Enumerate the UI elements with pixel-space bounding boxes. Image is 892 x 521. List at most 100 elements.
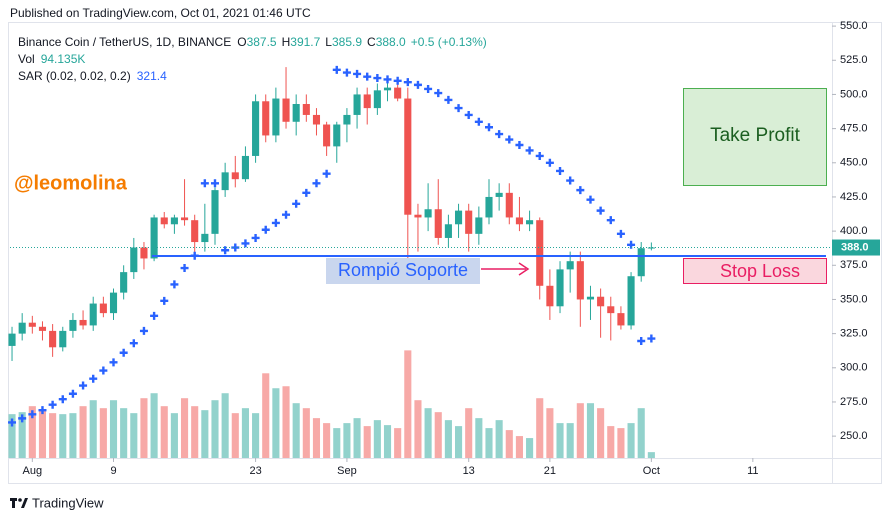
sar-point xyxy=(129,339,138,348)
volume-bar xyxy=(637,408,645,458)
sar-point xyxy=(99,366,108,375)
sar-point xyxy=(363,72,372,81)
volume-bar xyxy=(556,423,564,458)
volume-bar xyxy=(627,423,635,458)
sar-point xyxy=(18,414,27,423)
sar-point xyxy=(413,80,422,89)
candle-body xyxy=(465,210,473,234)
volume-bar xyxy=(292,403,300,458)
plot-area xyxy=(8,65,832,458)
sar-point xyxy=(160,296,169,305)
sar-point xyxy=(444,95,453,104)
candle-body xyxy=(505,192,513,218)
brand-name: TradingView xyxy=(32,495,104,510)
close-key: C xyxy=(367,35,376,49)
volume-bar xyxy=(475,418,483,458)
volume-bar xyxy=(241,408,249,458)
sar-point xyxy=(271,218,280,227)
volume-bar xyxy=(383,425,392,458)
support-label-bg xyxy=(326,258,480,284)
candle-body xyxy=(130,247,138,273)
support-label: Rompió Soporte xyxy=(338,260,468,280)
sar-point xyxy=(556,166,565,175)
high-key: H xyxy=(282,35,291,49)
x-tick-label: 21 xyxy=(544,465,556,477)
sar-point xyxy=(119,348,128,357)
candle-body xyxy=(526,220,534,225)
sar-point xyxy=(454,104,463,113)
candle-body xyxy=(241,155,249,180)
volume-bar xyxy=(38,410,47,458)
volume-bar xyxy=(394,428,402,458)
candle-body xyxy=(444,224,452,238)
volume-bar xyxy=(607,426,615,458)
candle-body xyxy=(495,192,503,197)
candle-body xyxy=(323,124,331,147)
volume-bar xyxy=(353,418,361,458)
y-tick-label: 275.0 xyxy=(840,396,868,408)
volume-bar xyxy=(79,406,87,458)
volume-bar xyxy=(282,386,290,458)
x-tick-label: 13 xyxy=(463,465,475,477)
volume-bar xyxy=(160,406,168,458)
low-key: L xyxy=(325,35,332,49)
volume-bar xyxy=(262,373,270,458)
candle-body xyxy=(394,87,402,99)
candle-body xyxy=(292,104,300,122)
sar-point xyxy=(373,74,382,83)
sar-point xyxy=(616,229,625,238)
volume-bar xyxy=(28,406,36,458)
volume-bar xyxy=(617,428,625,458)
volume-bar xyxy=(109,400,118,458)
candle-body xyxy=(404,98,412,215)
sar-point xyxy=(434,89,443,98)
volume-bar xyxy=(99,408,107,458)
chart-frame xyxy=(8,22,882,484)
volume-bar xyxy=(647,452,655,458)
y-tick-label: 550.0 xyxy=(840,20,868,32)
y-tick-label: 450.0 xyxy=(840,157,868,169)
volume-bar xyxy=(49,413,57,458)
candle-body xyxy=(38,326,47,331)
volume-bar xyxy=(485,428,493,458)
volume-value: 94.135K xyxy=(41,52,86,66)
sar-point xyxy=(58,395,67,404)
take-profit-box xyxy=(683,88,827,186)
candle-body xyxy=(627,276,635,326)
x-tick-label: 9 xyxy=(110,465,116,477)
sar-point xyxy=(647,334,656,343)
sar-value: 321.4 xyxy=(137,69,167,83)
volume-bar xyxy=(566,423,574,458)
sar-point xyxy=(200,179,209,188)
sar-legend: SAR (0.02, 0.02, 0.2) 321.4 xyxy=(18,69,167,83)
volume-bar xyxy=(272,388,280,458)
volume-legend: Vol 94.135K xyxy=(18,52,85,66)
candle-body xyxy=(79,319,87,326)
sar-point xyxy=(383,75,392,84)
sar-point xyxy=(424,84,433,93)
volume-bar xyxy=(211,400,219,458)
volume-bar xyxy=(597,408,605,458)
candle-body xyxy=(221,172,229,191)
stop-loss-label: Stop Loss xyxy=(720,261,800,281)
open-key: O xyxy=(237,35,246,49)
volume-bar xyxy=(231,413,239,458)
volume-bar xyxy=(252,413,260,458)
volume-bar xyxy=(546,408,554,458)
last-price-tag xyxy=(832,239,880,256)
volume-bar xyxy=(495,420,503,458)
y-tick-label: 350.0 xyxy=(840,293,868,305)
x-tick-label: Aug xyxy=(23,465,43,477)
sar-point xyxy=(261,225,270,234)
candle-body xyxy=(8,333,16,346)
candle-body xyxy=(231,172,239,180)
author-tag: @leomolina xyxy=(14,172,128,194)
sar-point xyxy=(79,381,88,390)
y-tick-label: 375.0 xyxy=(840,259,868,271)
candle-body xyxy=(282,98,290,122)
volume-bar xyxy=(8,414,16,458)
candle-body xyxy=(515,217,523,225)
open-value: 387.5 xyxy=(247,35,277,49)
sar-point xyxy=(505,135,514,144)
sar-point xyxy=(545,158,554,167)
